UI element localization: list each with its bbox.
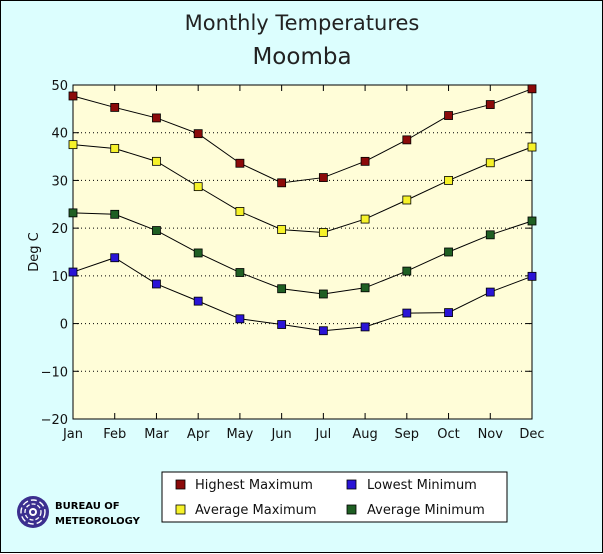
y-tick-label: 20: [51, 222, 68, 237]
bom-logo-line2: Meteorology: [55, 516, 141, 527]
series-line-highest-maximum: [72, 88, 533, 184]
axes: −20 −10 0 10 20 30 40 50 Jan Feb Mar Apr May Jun Jul Au…: [41, 79, 545, 442]
data-point-highest-maximum: [527, 84, 537, 94]
data-point-highest-maximum: [360, 156, 370, 166]
data-point-average-maximum: [193, 182, 203, 192]
legend-swatch-average-maximum: [175, 504, 186, 515]
legend-label-average-minimum: Average Minimum: [367, 503, 485, 518]
data-point-average-minimum: [152, 226, 161, 235]
data-point-average-maximum: [527, 142, 537, 152]
x-tick-label: Oct: [437, 427, 459, 442]
data-point-average-maximum: [318, 228, 328, 237]
legend-label-lowest-minimum: Lowest Minimum: [367, 478, 477, 493]
y-tick-label: 50: [51, 79, 68, 94]
legend-swatch-average-minimum: [346, 504, 357, 515]
y-tick-label: 30: [51, 174, 68, 189]
chart-title: Monthly Temperatures: [185, 11, 420, 35]
bom-logo: Bureau of Meteorology: [17, 496, 141, 528]
x-tick-label: Jun: [270, 427, 291, 442]
series-line-average-maximum: [72, 144, 533, 233]
data-point-average-maximum: [402, 195, 412, 205]
legend-box: [161, 471, 508, 523]
data-point-average-minimum: [360, 283, 370, 293]
legend-label-highest-maximum: Highest Maximum: [195, 478, 313, 493]
data-point-average-minimum: [277, 284, 287, 294]
data-point-lowest-minimum: [68, 267, 78, 277]
y-tick-label: −20: [41, 413, 68, 428]
series-line-lowest-minimum: [72, 257, 533, 332]
x-tick-label: Apr: [187, 427, 210, 442]
data-point-lowest-minimum: [277, 320, 287, 329]
data-point-average-maximum: [360, 214, 370, 224]
data-point-average-minimum: [68, 208, 78, 218]
data-point-average-minimum: [444, 247, 453, 257]
data-point-average-minimum: [110, 209, 120, 219]
data-point-highest-maximum: [68, 91, 78, 101]
data-point-lowest-minimum: [444, 308, 453, 317]
data-point-average-minimum: [402, 266, 412, 276]
data-point-highest-maximum: [110, 103, 120, 112]
data-point-average-maximum: [235, 207, 245, 216]
x-tick-label: Sep: [395, 427, 420, 442]
data-point-highest-maximum: [444, 111, 453, 120]
data-point-lowest-minimum: [152, 279, 161, 289]
data-point-lowest-minimum: [527, 271, 537, 281]
y-axis-label: Deg C: [27, 232, 42, 271]
series-lowest-minimum: [68, 253, 537, 336]
series-line-average-minimum: [72, 212, 533, 295]
x-tick-label: Feb: [103, 427, 126, 442]
legend-swatch-highest-maximum: [175, 479, 186, 490]
data-point-average-maximum: [152, 156, 161, 166]
data-point-lowest-minimum: [485, 287, 495, 297]
x-tick-label: May: [226, 427, 253, 442]
series-average-minimum: [68, 208, 537, 299]
x-tick-label: Jul: [315, 427, 332, 442]
data-point-highest-maximum: [235, 158, 245, 168]
x-tick-label: Jan: [62, 427, 83, 442]
data-point-highest-maximum: [485, 100, 495, 109]
legend: Highest Maximum Lowest Minimum Average M…: [161, 471, 508, 523]
series-average-maximum: [68, 140, 537, 237]
y-tick-label: 40: [51, 127, 68, 142]
data-point-lowest-minimum: [193, 296, 203, 306]
data-point-average-maximum: [485, 158, 495, 168]
data-point-highest-maximum: [152, 113, 161, 123]
series-highest-maximum: [68, 84, 537, 188]
data-point-average-minimum: [527, 216, 537, 226]
legend-swatch-lowest-minimum: [346, 479, 357, 490]
y-tick-label: 0: [60, 318, 68, 333]
x-tick-label: Aug: [352, 427, 377, 442]
y-tick-label: 10: [51, 270, 68, 285]
x-tick-label: Mar: [144, 427, 169, 442]
data-point-lowest-minimum: [318, 326, 328, 336]
y-tick-label: −10: [41, 365, 68, 380]
data-point-lowest-minimum: [235, 314, 245, 324]
data-point-average-minimum: [235, 268, 245, 277]
data-point-average-maximum: [110, 144, 120, 153]
data-point-average-minimum: [485, 230, 495, 240]
chart-subtitle: Moomba: [252, 44, 351, 70]
data-point-lowest-minimum: [360, 322, 370, 332]
data-point-lowest-minimum: [110, 253, 120, 263]
data-point-average-maximum: [277, 225, 287, 234]
series-layer: [68, 84, 537, 336]
data-point-average-minimum: [193, 248, 203, 258]
data-point-highest-maximum: [193, 129, 203, 139]
data-point-highest-maximum: [402, 135, 412, 145]
x-tick-label: Nov: [478, 427, 504, 442]
x-tick-label: Dec: [519, 427, 544, 442]
data-point-average-maximum: [444, 176, 453, 185]
data-point-average-maximum: [68, 140, 78, 150]
legend-label-average-maximum: Average Maximum: [195, 503, 317, 518]
data-point-highest-maximum: [277, 178, 287, 188]
plot-area: [72, 84, 533, 420]
data-point-average-minimum: [318, 289, 328, 299]
data-point-lowest-minimum: [402, 308, 412, 318]
bom-logo-icon: [17, 496, 49, 528]
bom-logo-line1: Bureau of: [55, 501, 120, 512]
data-point-highest-maximum: [318, 173, 328, 182]
